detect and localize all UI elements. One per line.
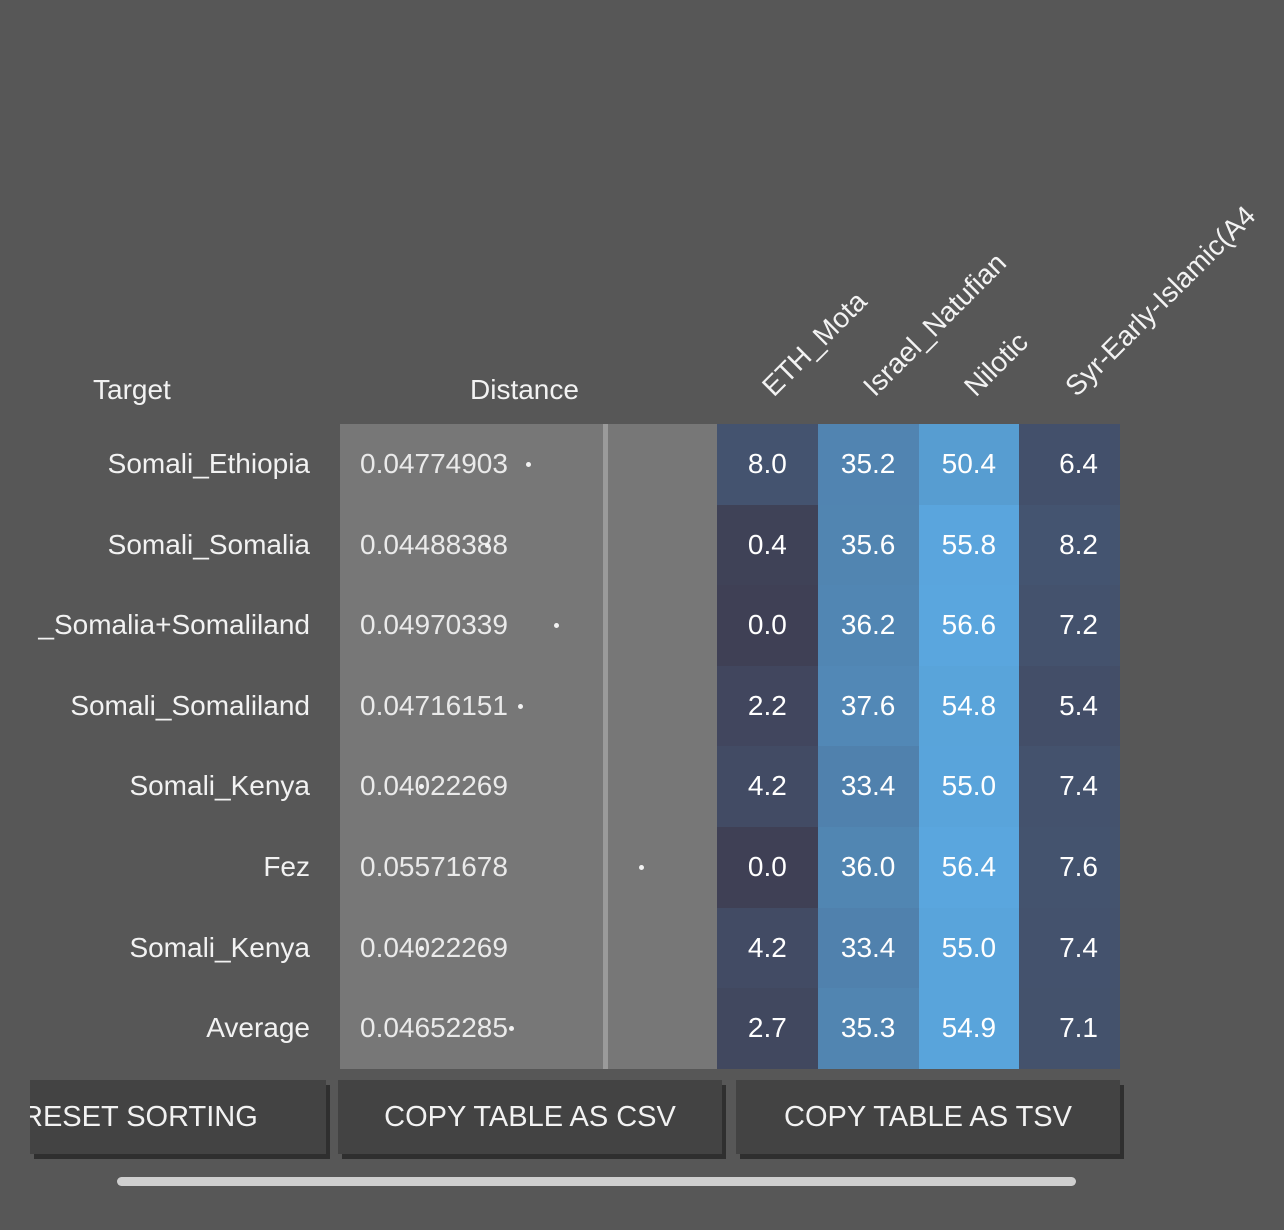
distance-value: 0.04774903 (360, 448, 508, 479)
heat-cell: 0.4 (717, 504, 818, 586)
target-cell: Somali_Kenya (129, 770, 310, 802)
heat-cell: 7.4 (1019, 907, 1120, 989)
table-row: 8.0 35.2 50.4 6.4 (717, 424, 1120, 505)
heat-cell: 33.4 (817, 907, 919, 989)
header-column-3[interactable]: Syr-Early-Islamic(A4 (1059, 199, 1262, 402)
heat-cell: 4.2 (717, 907, 818, 989)
heat-cell: 35.2 (817, 424, 919, 505)
header-target[interactable]: Target (93, 374, 171, 405)
table-row: 0.4 35.6 55.8 8.2 (717, 504, 1120, 586)
heat-cell: 50.4 (918, 424, 1020, 505)
heat-cell: 8.2 (1019, 504, 1120, 586)
distance-row: 0.04022269 (340, 746, 717, 827)
distance-value: 0.04022269 (360, 770, 508, 802)
distance-panel: 0.04774903 0.04488388 0.04970339 0.04716151… (340, 424, 717, 1069)
heat-cell: 37.6 (817, 665, 919, 747)
distance-row: 0.04652285 (340, 988, 717, 1069)
distance-value: 0.04716151 (360, 689, 508, 721)
heat-cell: 7.4 (1019, 746, 1120, 827)
copy-csv-button[interactable]: COPY TABLE AS CSV (338, 1080, 722, 1154)
table-row: 0.0 36.2 56.6 7.2 (717, 585, 1120, 666)
distance-value: 0.04652285 (360, 1012, 508, 1044)
distance-dot (517, 703, 523, 709)
heat-cell: 7.6 (1019, 826, 1120, 908)
heat-cell: 6.4 (1019, 424, 1120, 505)
distance-dot (553, 623, 559, 629)
heat-cell: 36.2 (817, 585, 919, 666)
heat-cell: 55.8 (918, 504, 1020, 586)
table-row: 4.2 33.4 55.0 7.4 (717, 746, 1120, 827)
header-column-2[interactable]: Nilotic (958, 326, 1034, 402)
heat-cell: 2.7 (717, 988, 818, 1069)
target-cell: Average (206, 1012, 310, 1044)
distance-average-line (603, 424, 608, 1069)
target-cell: _Somalia+Somaliland (38, 609, 310, 641)
distance-row: 0.04488388 (340, 505, 717, 586)
heat-cell: 36.0 (817, 826, 919, 908)
copy-tsv-button[interactable]: COPY TABLE AS TSV (736, 1080, 1120, 1154)
distance-dot (525, 462, 531, 467)
distance-row: 0.04022269 (340, 908, 717, 989)
header-column-0[interactable]: ETH_Mota (756, 285, 873, 402)
table-row: 0.0 36.0 56.4 7.6 (717, 826, 1120, 908)
heat-cell: 2.2 (717, 665, 818, 747)
distance-row: 0.04774903 (340, 424, 717, 505)
admixture-heatmap: 8.0 35.2 50.4 6.4 0.4 35.6 55.8 8.2 0.0 36.2 56.6 7… (717, 424, 1120, 1069)
distance-dot (485, 542, 491, 548)
distance-row: 0.04970339 (340, 585, 717, 666)
heat-cell: 8.0 (717, 424, 818, 505)
heat-cell: 7.1 (1019, 988, 1120, 1069)
heat-cell: 4.2 (717, 746, 818, 827)
table-row: 2.2 37.6 54.8 5.4 (717, 665, 1120, 747)
heat-cell: 35.3 (817, 988, 919, 1069)
reset-sorting-label: RESET SORTING (30, 1101, 258, 1133)
distance-dot (639, 865, 645, 870)
heat-cell: 56.6 (918, 585, 1020, 666)
heat-cell: 54.9 (918, 988, 1020, 1069)
distance-dot (418, 784, 424, 790)
distance-value: 0.05571678 (360, 851, 508, 882)
header-distance[interactable]: Distance (470, 374, 579, 405)
distance-value: 0.04488388 (360, 528, 508, 560)
distance-row: 0.04716151 (340, 666, 717, 747)
heat-cell: 35.6 (817, 504, 919, 586)
distance-value: 0.04970339 (360, 609, 508, 641)
target-cell: Fez (263, 850, 310, 882)
heat-cell: 5.4 (1019, 665, 1120, 747)
table-row: 4.2 33.4 55.0 7.4 (717, 907, 1120, 989)
heat-cell: 0.0 (717, 585, 818, 666)
heat-cell: 55.0 (918, 746, 1020, 827)
target-cell: Somali_Ethiopia (107, 448, 310, 479)
target-cell: Somali_Kenya (129, 931, 310, 963)
distance-value: 0.04022269 (360, 931, 508, 963)
horizontal-scrollbar[interactable] (117, 1177, 1076, 1186)
reset-sorting-button[interactable]: RESET SORTING (30, 1080, 326, 1154)
distance-dot (418, 945, 424, 951)
heat-cell: 7.2 (1019, 585, 1120, 666)
heat-cell: 33.4 (817, 746, 919, 827)
heat-cell: 0.0 (717, 826, 818, 908)
distance-dot (508, 1026, 514, 1032)
heat-cell: 56.4 (918, 826, 1020, 908)
target-column: Somali_Ethiopia Somali_Somalia _Somalia+… (0, 424, 310, 1069)
heat-cell: 55.0 (918, 907, 1020, 989)
target-cell: Somali_Somaliland (70, 689, 310, 721)
target-cell: Somali_Somalia (107, 528, 310, 560)
distance-row: 0.05571678 (340, 827, 717, 908)
table-row: 2.7 35.3 54.9 7.1 (717, 988, 1120, 1069)
heat-cell: 54.8 (918, 665, 1020, 747)
